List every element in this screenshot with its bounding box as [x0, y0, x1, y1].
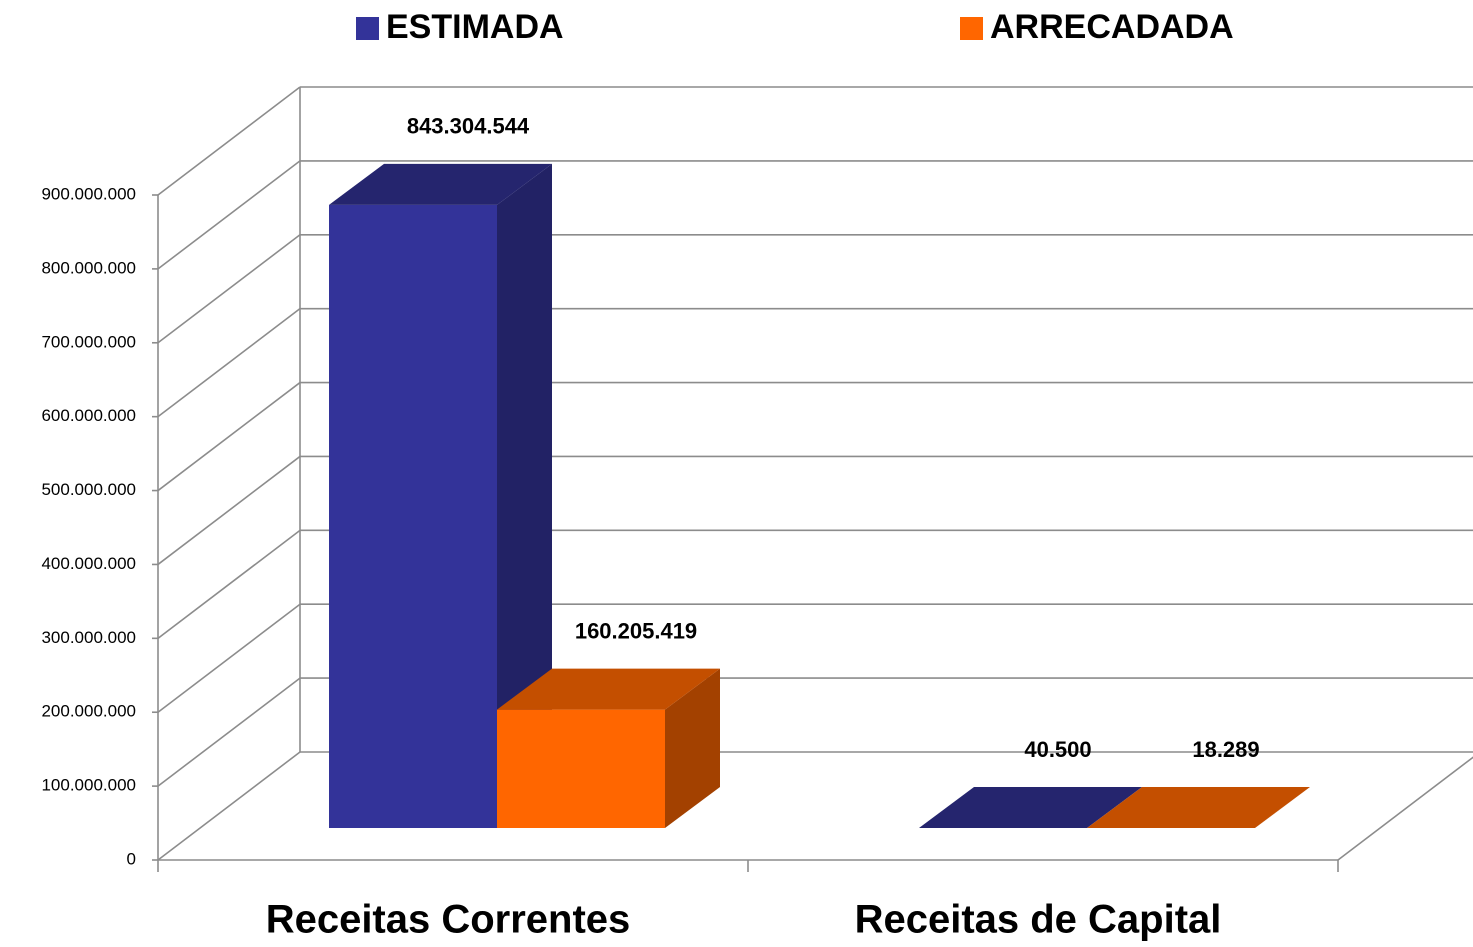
bar: [329, 163, 552, 828]
data-label: 40.500: [1024, 737, 1091, 762]
bar-top: [1087, 786, 1310, 828]
bar-side: [1255, 786, 1310, 828]
bar-front: [329, 204, 497, 828]
grid-line: [157, 529, 301, 639]
bar-side: [497, 163, 552, 828]
y-tick-label: 900.000.000: [41, 184, 136, 203]
legend-label: ARRECADADA: [990, 8, 1234, 46]
y-tick-label: 100.000.000: [41, 776, 136, 795]
legend-swatch: [356, 17, 379, 40]
grid-line: [157, 381, 301, 492]
bar-front: [497, 709, 665, 828]
data-label: 160.205.419: [575, 618, 697, 643]
bar-top: [919, 786, 1142, 828]
y-tick-label: 0: [127, 849, 136, 868]
floor-edge: [1337, 756, 1473, 861]
bar-top: [497, 668, 720, 710]
grid-line: [157, 160, 301, 270]
grid-line: [157, 603, 301, 713]
y-tick-label: 200.000.000: [41, 702, 136, 721]
bar-side: [665, 668, 720, 828]
grid-line: [157, 751, 301, 861]
grid-line: [157, 455, 301, 566]
y-tick-label: 600.000.000: [41, 406, 136, 425]
grid-line: [157, 677, 301, 787]
grid-line: [157, 234, 301, 344]
x-tick-label: Receitas de Capital: [855, 898, 1222, 942]
legend-label: ESTIMADA: [386, 8, 564, 46]
y-tick-label: 300.000.000: [41, 628, 136, 647]
y-tick-label: 800.000.000: [41, 258, 136, 277]
legend-swatch: [960, 17, 983, 40]
data-label: 18.289: [1192, 737, 1259, 762]
bar: [1087, 786, 1310, 828]
grid-line: [157, 308, 301, 418]
bar-top: [329, 163, 552, 205]
y-tick-label: 400.000.000: [41, 554, 136, 573]
x-tick-label: Receitas Correntes: [266, 898, 631, 942]
y-tick-label: 500.000.000: [41, 480, 136, 499]
grid-line: [157, 86, 301, 196]
bar: [497, 668, 720, 828]
data-label: 843.304.544: [407, 114, 530, 139]
y-tick-label: 700.000.000: [41, 332, 136, 351]
